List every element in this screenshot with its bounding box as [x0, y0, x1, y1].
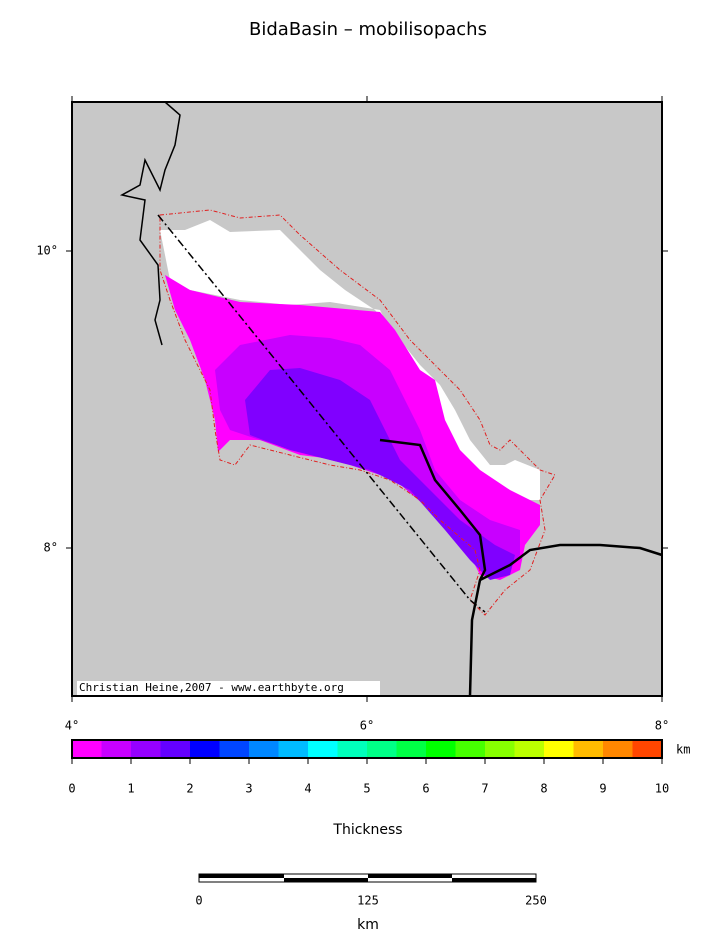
scalebar-tick: 250 [525, 894, 547, 908]
color-swatch [131, 740, 161, 758]
colorbar-tick-label: 9 [599, 782, 606, 796]
colorbar-tick-label: 7 [481, 782, 488, 796]
color-swatch [278, 740, 309, 758]
scalebar-tick: 0 [195, 894, 202, 908]
color-swatch [632, 740, 663, 758]
color-swatch [485, 740, 515, 758]
lon-label: 4° [65, 719, 79, 733]
scalebar-segment [199, 874, 284, 878]
colorbar-tick-label: 10 [655, 782, 669, 796]
color-swatch [160, 740, 191, 758]
scalebar-unit: km [357, 917, 379, 933]
color-swatch [190, 740, 220, 758]
lat-label: 10° [36, 244, 58, 258]
border [119, 101, 181, 346]
color-swatch [544, 740, 574, 758]
color-swatch [101, 740, 132, 758]
colorbar-unit: km [676, 743, 690, 757]
color-swatch [426, 740, 456, 758]
colorbar-tick-label: 1 [127, 782, 134, 796]
color-swatch [573, 740, 604, 758]
scalebar: 0 125 250 km [195, 873, 547, 933]
credit-box [77, 681, 380, 695]
color-swatch [455, 740, 486, 758]
section-line [157, 214, 486, 613]
map-ticks [66, 96, 668, 702]
colorbar-tick-label: 4 [304, 782, 311, 796]
scalebar-tick: 125 [357, 894, 379, 908]
color-swatch [603, 740, 633, 758]
map: Christian Heine,2007 - www.earthbyte.org… [36, 96, 669, 733]
color-swatch [249, 740, 279, 758]
lon-label: 8° [655, 719, 669, 733]
color-swatch [337, 740, 368, 758]
credit: Christian Heine,2007 - www.earthbyte.org [79, 681, 344, 694]
color-swatch [396, 740, 427, 758]
scalebar-segment [284, 878, 368, 882]
colorbar-tick-label: 8 [540, 782, 547, 796]
color-swatch [367, 740, 397, 758]
river-niger [379, 438, 487, 697]
color-swatch [514, 740, 545, 758]
river-benue [479, 543, 663, 582]
colorbar: 0 1 2 3 4 5 6 7 8 9 10 [68, 739, 669, 796]
colorbar-tick-label: 3 [245, 782, 252, 796]
color-swatch [308, 740, 338, 758]
scalebar-segment [452, 878, 536, 882]
color-swatch [72, 740, 102, 758]
colorbar-tick-label: 6 [422, 782, 429, 796]
colorbar-tick-label: 5 [363, 782, 370, 796]
lon-label: 6° [360, 719, 374, 733]
colorbar-label: Thickness [332, 822, 402, 838]
scalebar-segment [368, 874, 452, 878]
title: BidaBasin – mobilisopachs [249, 19, 487, 40]
colorbar-tick-label: 2 [186, 782, 193, 796]
colorbar-tick-label: 0 [68, 782, 75, 796]
color-swatch [219, 740, 250, 758]
lat-label: 8° [44, 541, 58, 555]
